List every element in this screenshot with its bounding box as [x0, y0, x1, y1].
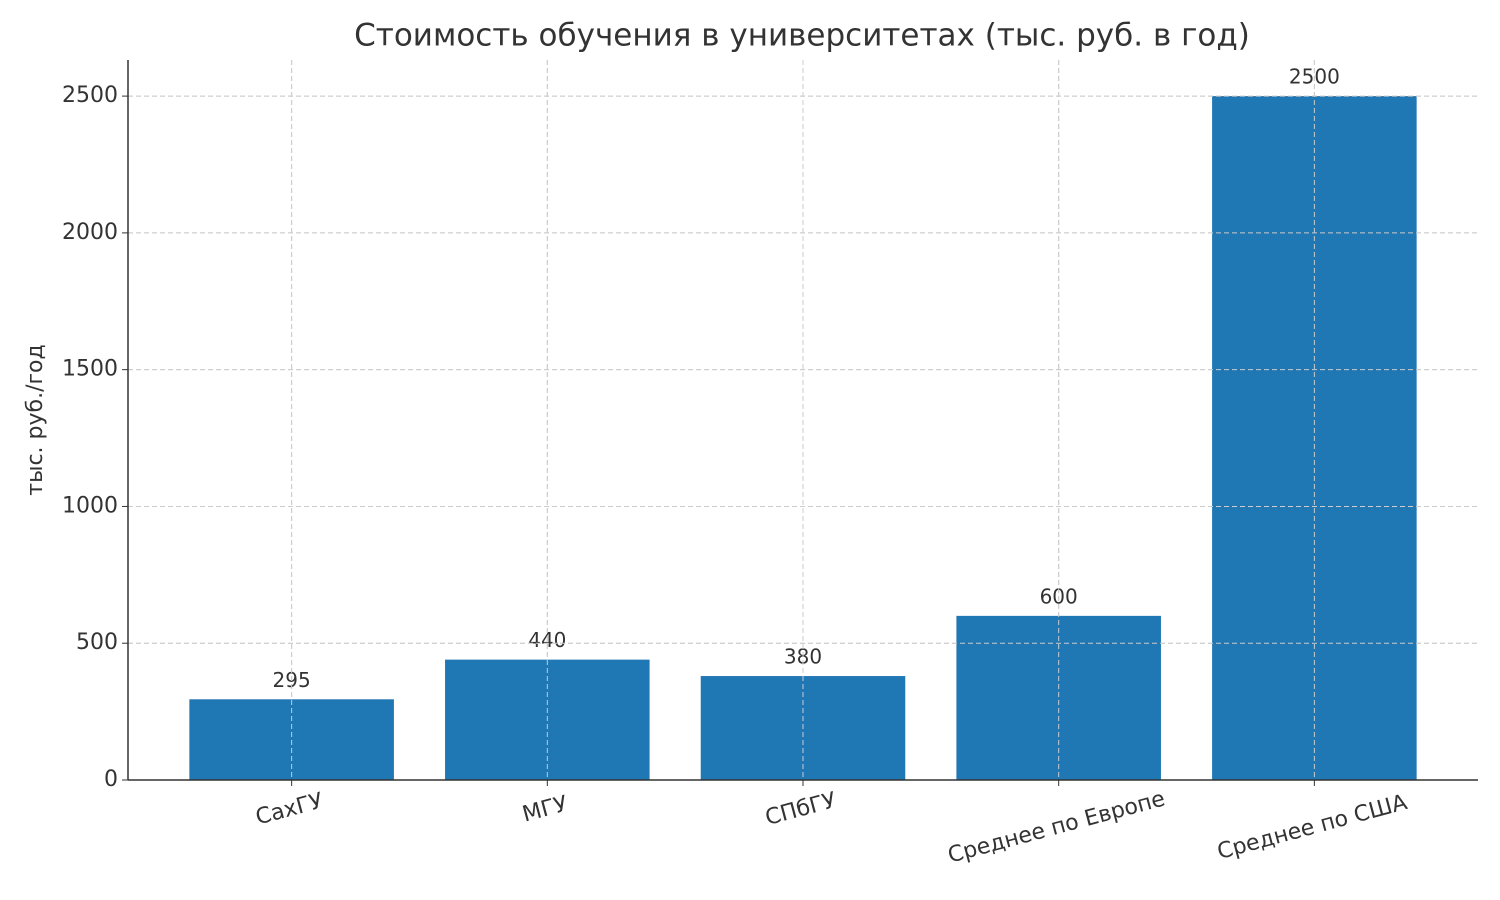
chart-title: Стоимость обучения в университетах (тыс.…	[354, 18, 1250, 54]
y-tick-label: 1000	[62, 493, 118, 518]
x-tick-label: Среднее по Европе	[945, 787, 1167, 869]
x-tick-label: Среднее по США	[1215, 790, 1410, 865]
y-axis-label: тыс. руб./год	[23, 344, 48, 495]
y-tick-label: 2000	[62, 220, 118, 245]
x-tick-label: СПбГУ	[763, 788, 840, 831]
y-tick-label: 500	[76, 630, 118, 655]
x-tick-label: МГУ	[520, 791, 571, 827]
x-tick-label: СахГУ	[253, 788, 326, 830]
y-tick-label: 0	[104, 767, 118, 792]
y-tick-label: 1500	[62, 357, 118, 382]
y-tick-label: 2500	[62, 83, 118, 108]
